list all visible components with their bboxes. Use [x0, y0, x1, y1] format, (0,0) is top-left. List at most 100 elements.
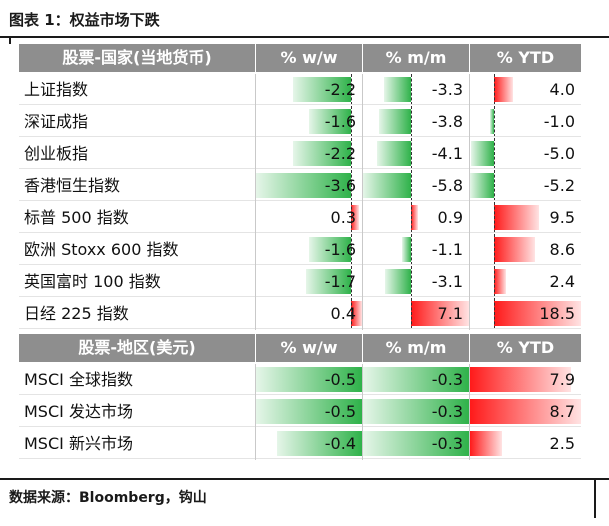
cell-value: 18.5: [539, 304, 575, 323]
value-cell: -0.4: [256, 428, 362, 459]
column-header: % YTD: [470, 334, 581, 362]
negative-bar: [385, 269, 411, 294]
cell-value: 9.5: [549, 208, 575, 227]
zero-axis: [494, 138, 495, 168]
zero-axis: [411, 234, 412, 264]
positive-bar: [351, 205, 360, 230]
cell-value: -0.3: [431, 434, 463, 453]
positive-bar: [494, 237, 535, 262]
negative-bar: [363, 431, 469, 456]
row-label: 标普 500 指数: [19, 202, 255, 233]
value-cell: -3.6: [256, 170, 362, 201]
zero-axis: [351, 266, 352, 296]
value-cell: -3.8: [363, 106, 469, 137]
value-cell: 4.0: [470, 74, 581, 105]
value-cell: 8.7: [470, 396, 581, 427]
value-cell: -1.6: [256, 234, 362, 265]
row-label: 英国富时 100 指数: [19, 266, 255, 297]
source-rule-tick: [594, 478, 596, 518]
negative-bar: [376, 141, 411, 166]
zero-axis: [494, 234, 495, 264]
cell-value: -1.1: [431, 240, 463, 259]
negative-bar: [470, 173, 495, 198]
negative-bar: [256, 173, 352, 198]
zero-axis: [351, 138, 352, 168]
title-rule-tick: [9, 36, 11, 44]
value-cell: 8.6: [470, 234, 581, 265]
value-cell: 2.5: [470, 428, 581, 459]
cell-value: -5.8: [431, 176, 463, 195]
data-table: 股票-国家(当地货币)% w/w% m/m% YTD 上证指数 -2.2 -3.3 4.…: [19, 44, 581, 470]
zero-axis: [351, 106, 352, 136]
zero-axis: [411, 266, 412, 296]
value-cell: -5.0: [470, 138, 581, 169]
cell-value: 8.7: [549, 402, 575, 421]
row-label: MSCI 发达市场: [19, 396, 255, 427]
cell-value: -2.2: [324, 144, 356, 163]
cell-value: 7.9: [549, 370, 575, 389]
cell-value: -0.4: [324, 434, 356, 453]
negative-bar: [293, 141, 352, 166]
zero-axis: [351, 234, 352, 264]
positive-bar: [410, 301, 469, 326]
cell-value: -1.6: [324, 240, 356, 259]
column-separator: [255, 74, 256, 330]
positive-bar: [410, 205, 419, 230]
negative-bar: [489, 109, 495, 134]
cell-value: 0.4: [330, 304, 356, 323]
value-cell: -4.1: [363, 138, 469, 169]
row-label: 日经 225 指数: [19, 298, 255, 329]
positive-bar: [470, 431, 502, 456]
cell-value: -1.0: [543, 112, 575, 131]
zero-axis: [351, 202, 352, 232]
row-label: 上证指数: [19, 74, 255, 105]
column-separator: [255, 364, 256, 460]
column-header: % w/w: [256, 44, 362, 72]
negative-bar: [293, 77, 352, 102]
column-header: % m/m: [363, 334, 469, 362]
column-separator: [362, 74, 363, 330]
zero-axis: [411, 138, 412, 168]
negative-bar: [470, 141, 495, 166]
row-label: 香港恒生指数: [19, 170, 255, 201]
value-cell: -2.2: [256, 74, 362, 105]
cell-value: -2.2: [324, 80, 356, 99]
value-cell: -2.2: [256, 138, 362, 169]
title-rule: [0, 36, 609, 38]
value-cell: 7.9: [470, 364, 581, 395]
row-label: MSCI 全球指数: [19, 364, 255, 395]
value-cell: -5.2: [470, 170, 581, 201]
zero-axis: [494, 170, 495, 200]
cell-value: 0.9: [437, 208, 463, 227]
negative-bar: [256, 399, 362, 424]
row-label: 欧洲 Stoxx 600 指数: [19, 234, 255, 265]
negative-bar: [309, 237, 352, 262]
row-label: 深证成指: [19, 106, 255, 137]
figure-title: 图表 1：权益市场下跌: [9, 11, 160, 29]
cell-value: -3.3: [431, 80, 463, 99]
cell-value: -3.8: [431, 112, 463, 131]
column-separator: [469, 364, 470, 460]
cell-value: 4.0: [549, 80, 575, 99]
cell-value: 7.1: [437, 304, 463, 323]
cell-value: -4.1: [431, 144, 463, 163]
zero-axis: [411, 170, 412, 200]
value-cell: -1.1: [363, 234, 469, 265]
column-header: % m/m: [363, 44, 469, 72]
zero-axis: [411, 106, 412, 136]
zero-axis: [351, 298, 352, 328]
value-cell: 2.4: [470, 266, 581, 297]
row-label: MSCI 新兴市场: [19, 428, 255, 459]
negative-bar: [363, 399, 469, 424]
negative-bar: [379, 109, 411, 134]
cell-value: -5.2: [543, 176, 575, 195]
cell-value: 8.6: [549, 240, 575, 259]
value-cell: 18.5: [470, 298, 581, 329]
zero-axis: [494, 202, 495, 232]
cell-value: -0.3: [431, 370, 463, 389]
column-separator: [469, 74, 470, 330]
zero-axis: [411, 74, 412, 104]
cell-value: -0.3: [431, 402, 463, 421]
negative-bar: [401, 237, 411, 262]
cell-value: -3.6: [324, 176, 356, 195]
